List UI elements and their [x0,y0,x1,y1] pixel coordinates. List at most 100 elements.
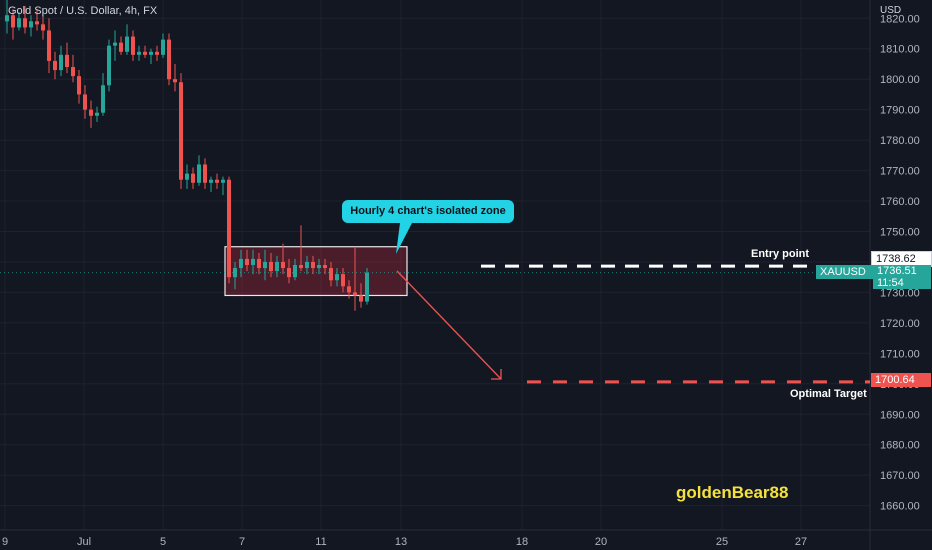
candle-body [155,51,159,55]
candle-body [257,258,261,269]
x-tick-label: 27 [795,536,807,548]
candle-body [173,79,177,83]
candle-countdown: 11:54 [877,277,904,289]
candle-body [191,173,195,183]
y-tick-label: 1800.00 [880,74,920,86]
candle-body [263,261,267,269]
candle-body [53,60,57,71]
candle-body [281,261,285,269]
candle-body [251,258,255,265]
y-tick-label: 1690.00 [880,409,920,421]
candle-body [179,82,183,180]
projection-arrow-line [396,270,502,380]
zone-callout: Hourly 4 chart's isolated zone [342,200,514,223]
symbol-tag: XAUUSD [816,265,874,279]
x-tick-label: 11 [315,536,326,548]
candle-body [341,274,345,287]
candle-body [11,15,15,28]
candle-body [89,109,93,116]
candle-body [5,15,9,22]
x-tick-label: 7 [239,536,245,548]
callout-pointer [396,223,412,254]
candle-body [335,274,339,281]
y-tick-label: 1770.00 [880,166,920,178]
entry-point-label: Entry point [751,248,810,260]
candle-body [215,179,219,183]
candle-body [29,21,33,28]
x-tick-label: Jul [77,536,91,548]
candle-body [365,272,369,302]
author-watermark: goldenBear88 [676,483,789,502]
candle-body [221,179,225,183]
isolated-zone-box [224,246,408,297]
y-tick-label: 1670.00 [880,470,920,482]
target-price-tag: 1700.64 [871,373,931,387]
candle-body [275,261,279,272]
y-tick-label: 1660.00 [880,501,920,513]
candle-body [359,295,363,302]
candle-body [239,258,243,269]
y-tick-label: 1820.00 [880,13,920,25]
y-tick-label: 1780.00 [880,135,920,147]
candle-body [197,164,201,183]
candle-body [101,85,105,113]
candle-body [65,54,69,68]
candle-body [113,42,117,46]
optimal-target-label: Optimal Target [790,388,867,400]
candle-body [17,18,21,28]
candle-body [107,45,111,86]
y-tick-label: 1760.00 [880,196,920,208]
current-price-tag: 1736.51 11:54 [873,265,931,289]
candle-body [227,179,231,278]
symbol-title: Gold Spot / U.S. Dollar, 4h, FX [8,5,158,17]
candle-body [209,179,213,183]
candle-body [161,39,165,55]
candle-body [305,261,309,269]
candle-body [311,261,315,269]
y-tick-label: 1720.00 [880,318,920,330]
currency-label: USD [880,5,902,16]
candle-body [203,164,207,183]
candle-body [119,42,123,52]
x-tick-label: 13 [395,536,407,548]
candle-body [353,292,357,296]
y-tick-label: 1750.00 [880,226,920,238]
candle-body [317,265,321,269]
candle-body [95,112,99,116]
candle-body [143,51,147,55]
candle-body [77,76,81,95]
candle-body [329,268,333,281]
x-tick-label: 5 [160,536,166,548]
candle-body [299,265,303,269]
candle-body [185,173,189,180]
y-tick-label: 1730.00 [880,287,920,299]
projection-arrow-head [491,369,502,380]
candle-body [23,18,27,28]
candle-body [47,30,51,61]
y-tick-label: 1790.00 [880,105,920,117]
y-tick-label: 1810.00 [880,44,920,56]
candle-body [149,51,153,55]
candle-body [347,286,351,293]
x-tick-label: 9 [2,536,8,548]
candle-body [233,268,237,278]
x-tick-label: 25 [716,536,728,548]
y-tick-label: 1710.00 [880,348,920,360]
candle-body [137,51,141,55]
candle-body [71,67,75,77]
candle-body [323,265,327,269]
y-tick-label: 1680.00 [880,440,920,452]
candle-body [131,36,135,55]
candle-body [125,36,129,52]
candle-body [245,258,249,265]
candle-body [35,21,39,25]
candle-body [167,39,171,80]
x-tick-label: 20 [595,536,607,548]
x-tick-label: 18 [516,536,528,548]
candle-body [293,265,297,278]
candle-body [287,268,291,278]
candle-body [269,261,273,272]
candle-body [59,54,63,71]
